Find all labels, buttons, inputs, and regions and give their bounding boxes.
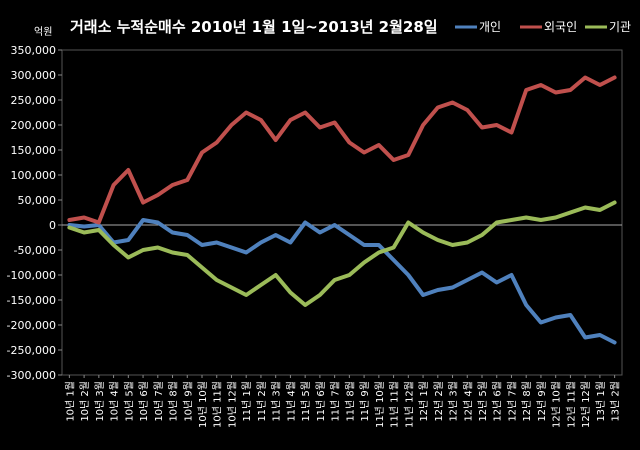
- x-tick-label: 11년 10월: [374, 381, 386, 428]
- legend-label: 외국인: [544, 20, 577, 34]
- y-tick-label: -100,000: [7, 269, 56, 282]
- x-tick-label: 12년 9월: [536, 381, 548, 422]
- x-tick-label: 12년 2월: [433, 381, 445, 422]
- x-tick-label: 11년 1월: [241, 381, 253, 422]
- x-tick-label: 10년 5월: [123, 381, 135, 422]
- x-tick-label: 11년 5월: [300, 381, 312, 422]
- y-axis-label: 억원: [34, 26, 52, 38]
- plot-area: [61, 49, 623, 376]
- series-line-개인: [67, 218, 617, 345]
- x-tick-label: 10년 9월: [182, 381, 194, 422]
- x-tick-label: 10년 2월: [79, 381, 91, 422]
- legend-label: 기관: [609, 20, 631, 34]
- x-tick-label: 11년 11월: [389, 381, 401, 428]
- x-tick-label: 10년 12월: [226, 381, 238, 428]
- x-tick-label: 12년 3월: [448, 381, 460, 422]
- x-tick-label: 12년 10월: [551, 381, 563, 428]
- legend-label: 개인: [479, 20, 501, 34]
- x-tick-label: 11년 2월: [256, 381, 268, 422]
- y-tick-label: 100,000: [11, 169, 57, 182]
- x-tick-label: 10년 7월: [153, 381, 165, 422]
- x-tick-label: 10년 4월: [109, 381, 121, 422]
- series-line-기관: [67, 200, 617, 307]
- y-tick-label: 250,000: [11, 94, 57, 107]
- y-axis: 350,000 300,000 250,000 200,000 150,000 100,0…: [7, 44, 62, 382]
- y-tick-label: -300,000: [7, 369, 56, 382]
- x-tick-label: 12년 1월: [418, 381, 430, 422]
- x-tick-label: 12년 11월: [565, 381, 577, 428]
- x-tick-label: 11년 7월: [330, 381, 342, 422]
- y-tick-label: -150,000: [7, 294, 56, 307]
- y-tick-label: 350,000: [11, 44, 57, 57]
- y-tick-label: -50,000: [14, 244, 56, 257]
- x-tick-label: 12년 7월: [506, 381, 518, 422]
- x-tick-label: 12년 12월: [580, 381, 592, 428]
- x-tick-label: 11년 4월: [285, 381, 297, 422]
- x-tick-label: 10년 3월: [94, 381, 106, 422]
- y-tick-label: 0: [49, 219, 56, 232]
- x-tick-label: 13년 2월: [610, 381, 622, 422]
- y-tick-label: 300,000: [11, 69, 57, 82]
- x-tick-label: 10년 11월: [212, 381, 224, 428]
- x-tick-label: 11년 9월: [359, 381, 371, 422]
- x-tick-label: 12년 5월: [477, 381, 489, 422]
- x-tick-label: 11년 6월: [315, 381, 327, 422]
- x-tick-label: 10년 10월: [197, 381, 209, 428]
- x-tick-label: 10년 1월: [64, 381, 76, 422]
- x-tick-label: 12년 8월: [521, 381, 533, 422]
- y-tick-label: 150,000: [11, 144, 57, 157]
- y-tick-label: -250,000: [7, 344, 56, 357]
- x-tick-label: 11년 12월: [403, 381, 415, 428]
- y-tick-label: -200,000: [7, 319, 56, 332]
- x-tick-label: 11년 8월: [344, 381, 356, 422]
- y-tick-label: 50,000: [18, 194, 57, 207]
- x-tick-label: 11년 3월: [271, 381, 283, 422]
- x-tick-label: 10년 6월: [138, 381, 150, 422]
- x-tick-label: 12년 6월: [492, 381, 504, 422]
- x-axis: 10년 1월 10년 2월 10년 3월 10년 4월 10년 5월 10년 6월 10년 …: [64, 375, 622, 428]
- y-tick-label: 200,000: [11, 119, 57, 132]
- chart-title: 거래소 누적순매수 2010년 1월 1일~2013년 2월28일: [70, 18, 438, 36]
- x-tick-label: 12년 4월: [462, 381, 474, 422]
- series-line-외국인: [67, 75, 617, 225]
- x-tick-label: 13년 1월: [595, 381, 607, 422]
- series-group: [67, 75, 617, 345]
- legend: 개인 외국인 기관: [455, 20, 631, 34]
- x-tick-label: 10년 8월: [168, 381, 180, 422]
